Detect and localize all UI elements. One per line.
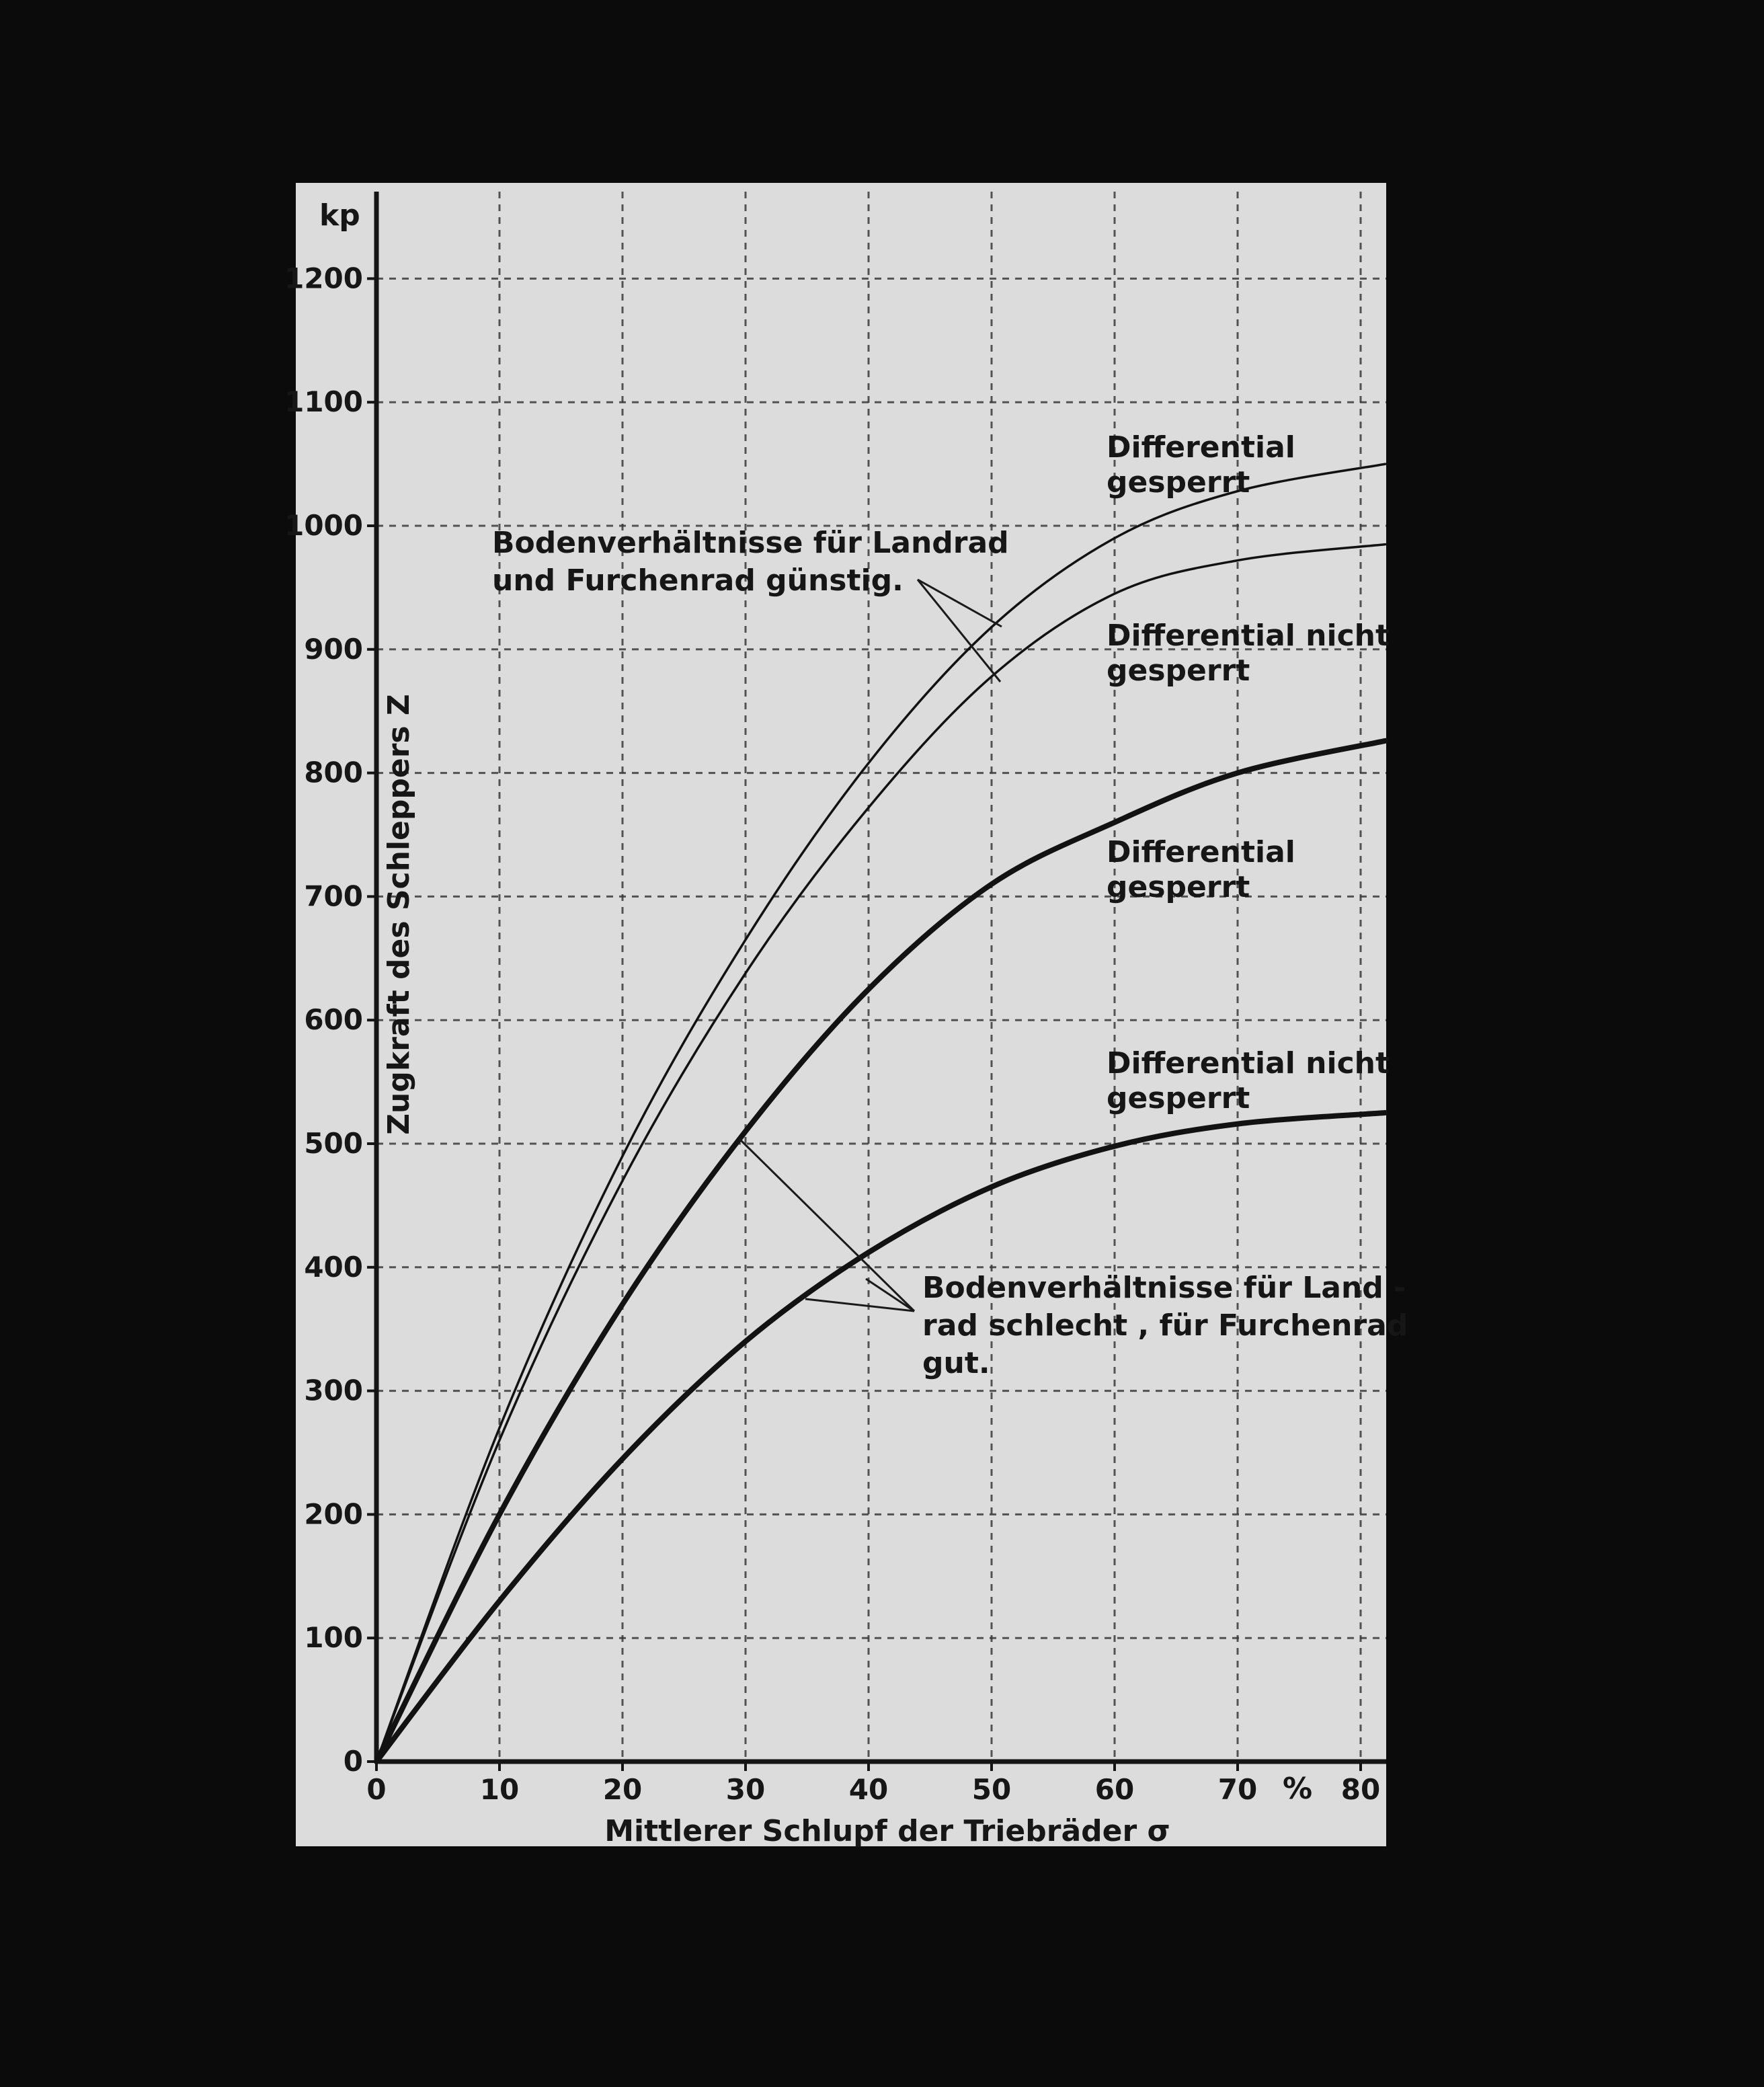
label-series-4-line-1: Differential nicht — [1107, 1046, 1390, 1080]
axes — [374, 192, 1386, 1764]
series-line-4 — [374, 1110, 1388, 1764]
leader-good-1 — [917, 578, 1002, 628]
x-tick-label: 50 — [972, 1773, 1011, 1806]
label-series-3-line-1: Differential — [1107, 835, 1295, 869]
label-series-2-line-2: gesperrt — [1107, 654, 1250, 688]
y-unit-label: kp — [319, 198, 360, 233]
y-tick-label: 900 — [304, 633, 363, 666]
grid — [376, 192, 1386, 1762]
y-axis-label: Zugkraft des Schleppers Z — [382, 694, 416, 1135]
x-tick-label: 40 — [849, 1773, 888, 1806]
y-ticks: 0 100 200 300 400 500 600 700 800 900 1000 1100 1200 — [284, 262, 376, 1778]
x-tick-label: 80 — [1341, 1773, 1380, 1806]
label-group-good-line-2: und Furchenrad günstig. — [492, 563, 904, 598]
y-tick-label: 400 — [304, 1251, 363, 1284]
label-series-2: Differential nicht gesperrt — [1107, 619, 1400, 688]
x-tick-label: 60 — [1095, 1773, 1134, 1806]
y-tick-label: 800 — [304, 756, 363, 789]
y-tick-label: 700 — [304, 879, 363, 912]
y-tick-label: 500 — [304, 1127, 363, 1160]
series-line-2 — [375, 543, 1387, 1763]
y-tick-label: 100 — [304, 1621, 363, 1654]
leader-lines — [738, 578, 1002, 1312]
y-tick-label: 1200 — [284, 262, 363, 294]
series-line-3 — [374, 738, 1388, 1764]
x-unit-label: % — [1283, 1772, 1312, 1806]
label-group-bad-line-2: rad schlecht , für Furchenrad — [922, 1308, 1408, 1343]
leader-good-2 — [916, 579, 1002, 682]
y-tick-label: 1100 — [284, 385, 363, 418]
x-tick-label: 70 — [1218, 1773, 1257, 1806]
label-group-good-line-1: Bodenverhältnisse für Landrad — [492, 526, 1009, 560]
x-tick-label: 0 — [366, 1773, 386, 1806]
x-tick-label: 10 — [480, 1773, 519, 1806]
label-group-good: Bodenverhältnisse für Landrad und Furche… — [492, 526, 1019, 598]
label-series-1: Differential gesperrt — [1107, 430, 1306, 500]
y-tick-label: 600 — [304, 1003, 363, 1036]
x-tick-label: 20 — [603, 1773, 642, 1806]
leader-bad-3 — [865, 1277, 915, 1312]
label-series-4: Differential nicht gesperrt — [1107, 1046, 1400, 1115]
label-series-3: Differential gesperrt — [1107, 835, 1306, 904]
y-tick-label: 200 — [304, 1497, 363, 1530]
label-series-4-line-2: gesperrt — [1107, 1081, 1250, 1115]
y-tick-label: 300 — [304, 1374, 363, 1407]
leader-bad-1 — [738, 1138, 916, 1312]
label-group-bad-line-1: Bodenverhältnisse für Land - — [922, 1271, 1406, 1305]
annotations: Differential gesperrt Differential nicht… — [492, 430, 1418, 1380]
label-series-1-line-2: gesperrt — [1107, 465, 1250, 500]
label-series-1-line-1: Differential — [1107, 430, 1295, 465]
label-series-3-line-2: gesperrt — [1107, 870, 1250, 904]
series-line-1 — [375, 463, 1387, 1763]
series — [374, 463, 1388, 1764]
label-series-2-line-1: Differential nicht — [1107, 619, 1390, 653]
y-tick-label: 0 — [344, 1745, 363, 1778]
label-group-bad-line-3: gut. — [922, 1346, 990, 1380]
leader-bad-2 — [805, 1298, 915, 1312]
y-tick-label: 1000 — [284, 509, 363, 542]
label-group-bad: Bodenverhältnisse für Land - rad schlech… — [922, 1271, 1418, 1380]
x-tick-label: 30 — [726, 1773, 765, 1806]
x-axis-label: Mittlerer Schlupf der Triebräder σ — [604, 1814, 1170, 1848]
x-ticks: 0 10 20 30 40 50 60 70 80 — [366, 1762, 1380, 1806]
